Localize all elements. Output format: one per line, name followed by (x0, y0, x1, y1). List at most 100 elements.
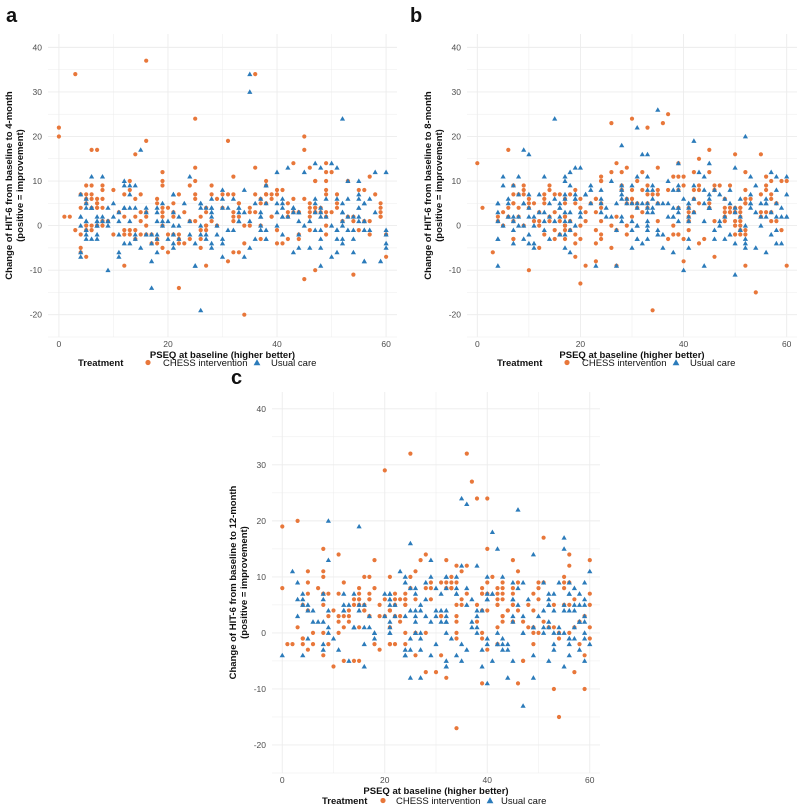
usual-care-point (341, 591, 347, 596)
chess-point (556, 636, 562, 641)
chess-point (100, 196, 105, 201)
chess-point (295, 625, 300, 630)
usual-care-point (154, 231, 160, 237)
chess-point (138, 192, 143, 197)
chess-point (144, 138, 149, 143)
chess-point (671, 223, 676, 228)
usual-care-point (531, 240, 537, 246)
usual-care-point (263, 227, 269, 232)
usual-care-point (521, 147, 527, 152)
chess-point (500, 597, 505, 602)
usual-care-point (459, 563, 465, 568)
usual-care-point (701, 187, 707, 192)
usual-care-point (500, 223, 506, 228)
chess-point (557, 219, 562, 224)
usual-care-point (546, 236, 553, 241)
chess-point (764, 210, 769, 215)
chess-point (526, 625, 531, 630)
chess-point (485, 608, 490, 613)
chess-point (480, 591, 485, 596)
usual-care-point (737, 196, 743, 201)
usual-care-point (587, 641, 593, 647)
chess-point (247, 210, 252, 215)
usual-care-point (655, 200, 661, 206)
usual-care-point (187, 231, 193, 237)
chess-point (423, 552, 428, 557)
chess-point (204, 228, 209, 233)
usual-care-point (474, 563, 480, 568)
chess-point (495, 597, 500, 602)
chess-point (122, 214, 127, 219)
usual-care-point (582, 635, 588, 641)
usual-care-point (418, 602, 424, 607)
chess-point (449, 580, 454, 585)
usual-care-point (198, 200, 204, 206)
chess-point (269, 196, 274, 201)
usual-care-point (149, 240, 155, 246)
usual-care-point (582, 630, 588, 635)
chess-point (326, 642, 331, 647)
chess-point (712, 219, 717, 224)
usual-care-point (526, 151, 532, 157)
y-tick-label: 30 (33, 87, 43, 97)
chess-point (676, 174, 681, 179)
usual-care-point (773, 227, 779, 232)
usual-care-point (582, 619, 588, 624)
usual-care-point (209, 245, 215, 250)
chess-point (321, 630, 326, 636)
chess-point (748, 196, 753, 201)
chess-point (133, 214, 138, 219)
chess-point (324, 170, 329, 175)
chess-point (733, 219, 738, 224)
chess-point (593, 196, 599, 201)
usual-care-point (505, 196, 511, 201)
chess-point (686, 210, 691, 215)
chess-point (280, 586, 285, 591)
usual-care-point (748, 205, 754, 210)
usual-care-point (717, 223, 723, 228)
chess-point (324, 192, 329, 197)
chess-point (537, 245, 542, 250)
usual-care-point (525, 596, 531, 602)
usual-care-point (566, 635, 572, 641)
chess-point (122, 192, 127, 197)
usual-care-point (660, 231, 666, 237)
chess-point (231, 192, 236, 197)
usual-care-point (763, 196, 769, 201)
chess-point (398, 619, 403, 624)
chess-point (362, 187, 367, 193)
usual-care-point (356, 607, 362, 613)
usual-care-point (192, 263, 198, 268)
usual-care-point (644, 209, 651, 215)
usual-care-point (149, 258, 155, 264)
usual-care-point (323, 196, 329, 201)
usual-care-point (546, 624, 552, 630)
usual-care-point (479, 647, 485, 652)
usual-care-point (383, 240, 389, 246)
chess-point (357, 586, 362, 591)
usual-care-point (577, 214, 583, 219)
chess-point (165, 205, 171, 210)
chess-point (537, 223, 542, 228)
usual-care-point (296, 245, 302, 250)
chess-point (573, 232, 578, 237)
chess-point (727, 210, 733, 215)
usual-care-point (325, 557, 331, 562)
usual-care-point (516, 223, 522, 228)
chess-point (593, 228, 599, 233)
x-axis-title: PSEQ at baseline (higher better) (150, 350, 295, 361)
usual-care-point (582, 602, 588, 607)
usual-care-point (784, 191, 790, 197)
usual-care-point (484, 680, 490, 686)
chess-point (582, 653, 587, 658)
chess-point (367, 591, 372, 596)
usual-care-point (768, 231, 774, 237)
usual-care-point (258, 196, 264, 201)
chess-point (738, 205, 743, 210)
chess-point (133, 196, 138, 201)
usual-care-point (691, 209, 697, 215)
chess-point (324, 187, 329, 193)
chess-point (743, 170, 748, 175)
chess-point (557, 192, 562, 197)
chess-point (423, 586, 428, 591)
